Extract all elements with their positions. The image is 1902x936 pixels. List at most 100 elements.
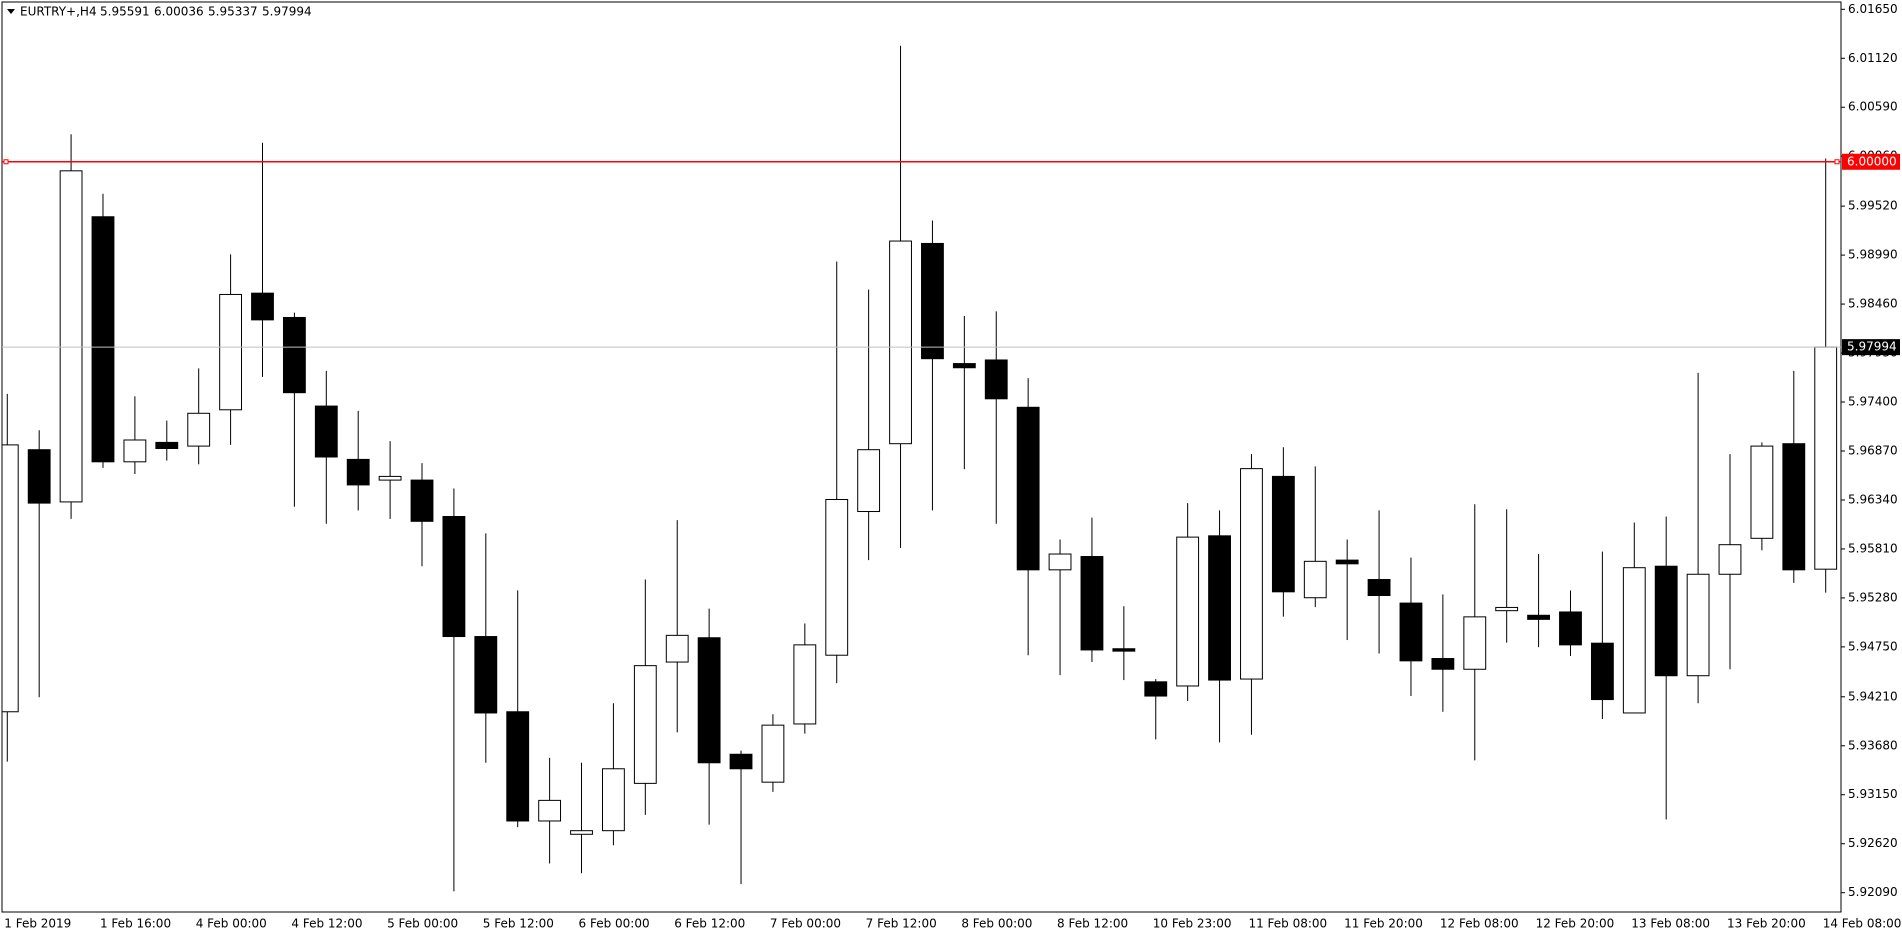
candle-body (410, 479, 434, 522)
candle-body (1686, 573, 1710, 677)
x-tick-label: 8 Feb 12:00 (1057, 917, 1128, 931)
y-tick-label: 6.01120 (1848, 51, 1898, 65)
candle-body (921, 242, 944, 360)
x-tick-label: 12 Feb 20:00 (1536, 917, 1615, 931)
x-tick-label: 1 Feb 2019 (4, 917, 71, 931)
candle-body (1176, 536, 1200, 687)
y-tick-label: 5.98990 (1848, 248, 1898, 262)
candle-body (1559, 611, 1582, 646)
y-tick-label: 5.98460 (1848, 297, 1898, 311)
candle-body (346, 458, 370, 486)
x-tick-label: 14 Feb 08:00 (1823, 917, 1902, 931)
y-tick-label: 5.99520 (1848, 199, 1898, 213)
price-line-handle (3, 159, 9, 165)
candle-body (1590, 642, 1614, 701)
candle-body (59, 170, 83, 503)
candle-body (1080, 556, 1104, 651)
candle-body (1750, 445, 1774, 539)
candle-body (27, 449, 51, 504)
candle-body (282, 316, 306, 394)
candle-body (1303, 560, 1327, 599)
candle-body (2, 444, 19, 713)
candle-body (155, 441, 179, 449)
candle-body (538, 799, 562, 822)
candle-body (889, 240, 912, 445)
x-tick-label: 13 Feb 08:00 (1631, 917, 1710, 931)
candle-body (1335, 559, 1359, 565)
candle-body (729, 753, 753, 770)
y-tick-label: 6.01650 (1848, 2, 1898, 16)
plot-frame (1, 1, 1842, 913)
plot-area (2, 45, 1838, 892)
candle-body (697, 637, 721, 764)
candle-body (952, 363, 976, 369)
candle-body (1144, 681, 1168, 697)
y-tick-label: 5.96340 (1848, 492, 1898, 506)
bid-label: 5.97994 (1847, 340, 1897, 354)
y-tick-label: 5.92090 (1848, 885, 1898, 899)
candle-body (1271, 475, 1295, 593)
candle-body (857, 449, 881, 513)
y-tick-label: 5.94750 (1848, 639, 1898, 653)
candle-body (793, 644, 817, 725)
candle-body (506, 711, 530, 822)
candle-body (91, 216, 115, 463)
candle-body (123, 439, 147, 463)
y-tick-label: 5.92620 (1848, 836, 1898, 850)
x-tick-label: 11 Feb 20:00 (1344, 917, 1423, 931)
candle-body (761, 724, 785, 783)
candle-body (633, 665, 657, 784)
header: EURTRY+,H4 5.95591 6.00036 5.95337 5.979… (7, 5, 312, 19)
candle-body (984, 359, 1008, 400)
candle-body (1399, 602, 1423, 662)
price-label-box (1842, 153, 1900, 170)
candle-body (665, 634, 689, 663)
price-line-handle (1834, 159, 1840, 165)
y-tick-label: 5.95810 (1848, 541, 1898, 555)
candle-body (314, 405, 338, 458)
x-tick-label: 6 Feb 00:00 (579, 917, 650, 931)
x-tick-label: 11 Feb 08:00 (1248, 917, 1327, 931)
x-tick-label: 6 Feb 12:00 (674, 917, 745, 931)
candle-body (378, 475, 402, 481)
candle-body (825, 499, 849, 656)
candle-body (1654, 565, 1678, 677)
candle-body (251, 292, 274, 321)
x-tick-label: 5 Feb 12:00 (483, 917, 554, 931)
y-tick-label: 5.97400 (1848, 395, 1898, 409)
y-tick-label: 5.93150 (1848, 787, 1898, 801)
x-tick-label: 10 Feb 23:00 (1153, 917, 1232, 931)
candle-body (1622, 567, 1646, 714)
candle-body (602, 768, 625, 832)
open-value: 5.95591 (100, 5, 150, 19)
candle-body (1463, 616, 1487, 670)
high-value: 6.00036 (154, 5, 204, 19)
x-tick-label: 5 Feb 00:00 (387, 917, 458, 931)
candle-body (474, 636, 498, 714)
x-tick-label: 4 Feb 12:00 (291, 917, 362, 931)
close-value: 5.97994 (262, 5, 312, 19)
x-tick-label: 4 Feb 00:00 (196, 917, 267, 931)
candle-body (1112, 648, 1136, 652)
x-tick-label: 13 Feb 20:00 (1727, 917, 1806, 931)
candle-body (1814, 346, 1838, 570)
y-tick-label: 5.94210 (1848, 689, 1898, 703)
x-tick-label: 1 Feb 16:00 (100, 917, 171, 931)
bid-label-box (1842, 339, 1900, 356)
x-tick-label: 8 Feb 00:00 (961, 917, 1032, 931)
candle-body (570, 830, 593, 835)
y-tick-label: 6.00590 (1848, 100, 1898, 114)
candle-body (219, 293, 243, 411)
low-value: 5.95337 (208, 5, 258, 19)
symbol: EURTRY+,H4 (20, 5, 97, 19)
candle-body (442, 516, 466, 638)
y-tick-label: 5.93680 (1848, 738, 1898, 752)
candle-body (1495, 606, 1519, 612)
candle-body (1718, 544, 1742, 575)
candle-body (187, 412, 211, 447)
candle-body (1240, 468, 1263, 680)
menu-arrow[interactable] (7, 9, 15, 14)
price-label: 6.00000 (1847, 154, 1897, 168)
